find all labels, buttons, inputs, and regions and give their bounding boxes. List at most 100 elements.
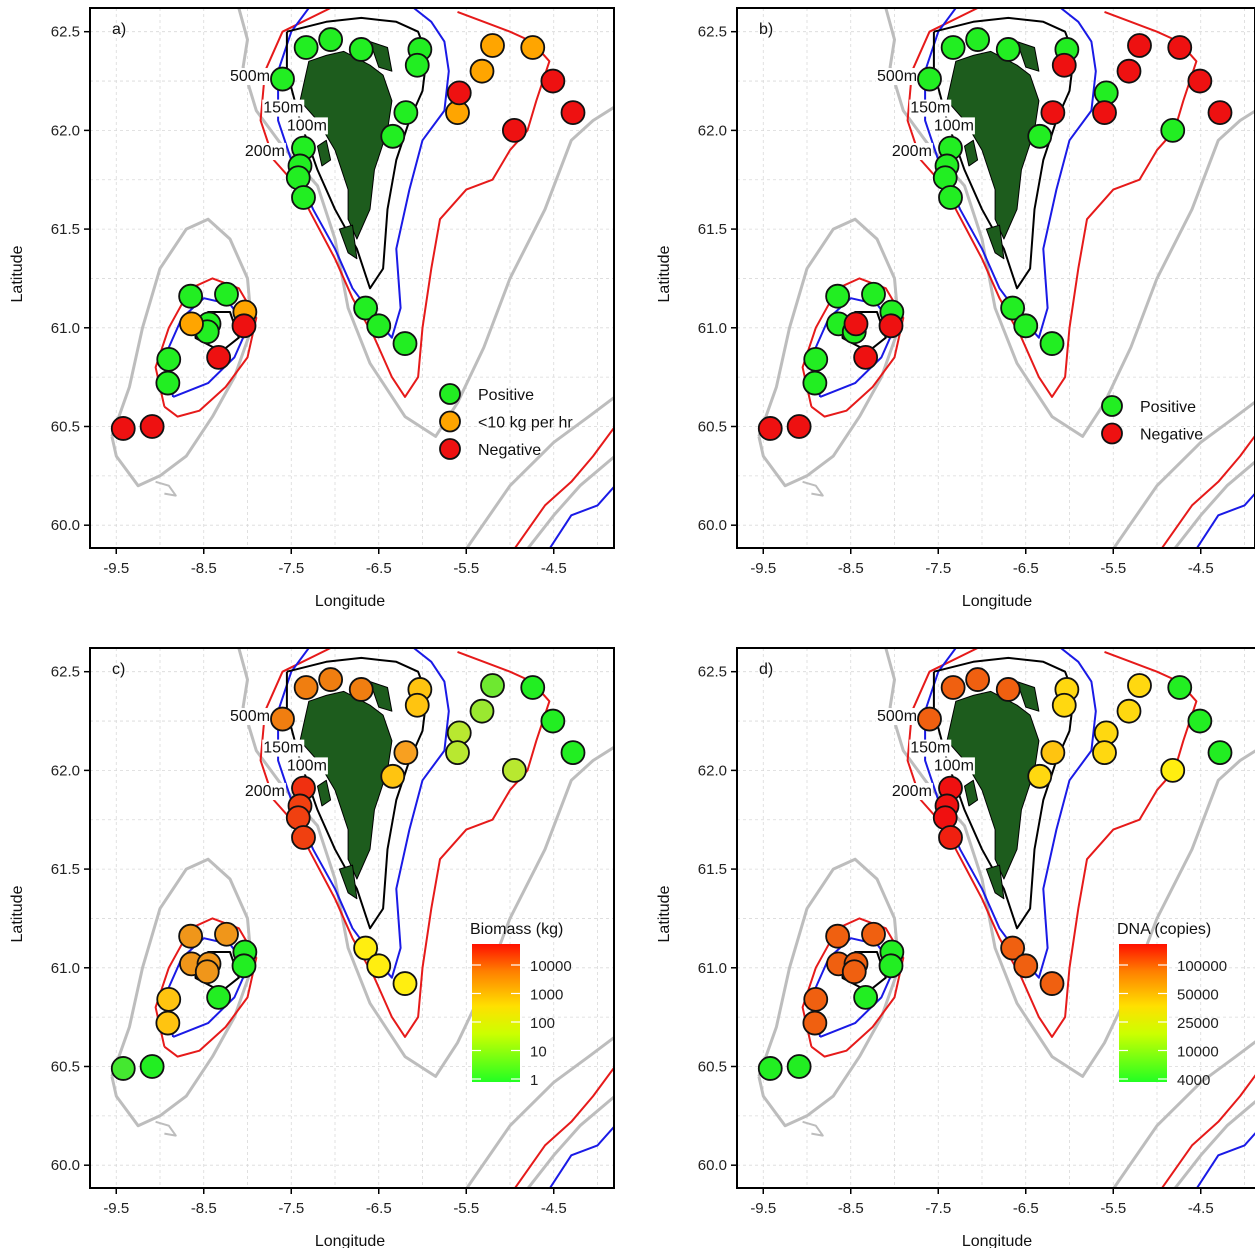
contour-c500-se: [1112, 400, 1255, 548]
plot-frame: [736, 647, 1255, 1189]
y-axis-title: Latitude: [656, 885, 673, 942]
sample-point: [861, 921, 886, 947]
contour-c100-main: [932, 16, 1075, 290]
contour-label: 100m: [934, 117, 974, 134]
contour-label-background: [285, 757, 328, 775]
sample-point: [520, 35, 546, 60]
panel-label: d): [759, 661, 773, 678]
contour-c150-main: [277, 648, 450, 979]
colorbar-label: 50000: [1177, 987, 1219, 1004]
sample-point: [1092, 100, 1117, 126]
contour-label-background: [229, 68, 272, 86]
contour-label: 100m: [934, 757, 974, 774]
y-tick-label: 61.0: [698, 960, 727, 977]
colorbar-label: 100: [530, 1015, 555, 1032]
sample-point: [156, 346, 182, 372]
sample-point: [293, 675, 319, 700]
sample-point: [1207, 740, 1233, 766]
y-tick-label: 61.5: [698, 861, 727, 878]
sample-point: [520, 675, 546, 700]
plot-frame: [89, 647, 615, 1189]
contour-label-background: [890, 143, 933, 161]
contour-label-background: [890, 783, 933, 801]
sample-point: [825, 923, 851, 949]
sample-point: [293, 35, 319, 60]
sample-point: [214, 921, 239, 947]
x-tick-label: -5.5: [453, 560, 479, 577]
x-tick-label: -4.5: [541, 1200, 567, 1217]
colorbar-label: 10000: [530, 958, 572, 975]
sample-point: [802, 370, 828, 396]
sample-point: [965, 667, 991, 692]
sample-point: [178, 923, 204, 949]
sample-point: [393, 100, 419, 126]
sample-point: [393, 740, 419, 766]
contour-c500-main: [237, 8, 614, 438]
x-tick-label: -8.5: [838, 560, 864, 577]
contour-label: 200m: [245, 783, 285, 800]
y-tick-label: 62.5: [51, 24, 80, 41]
x-tick-label: -9.5: [750, 1200, 776, 1217]
colorbar-label: 4000: [1177, 1072, 1210, 1089]
sample-point: [995, 37, 1021, 62]
sample-point: [802, 1010, 828, 1036]
colorbar-label: 1: [530, 1072, 538, 1089]
sample-point: [878, 313, 904, 339]
land-land-s1: [985, 864, 1005, 900]
y-tick-label: 60.5: [698, 418, 727, 435]
land-land-s2: [964, 779, 979, 807]
contour-c500-se2: [1173, 460, 1255, 548]
land-land-s2: [317, 779, 332, 807]
sample-point: [1027, 763, 1053, 789]
sample-point: [1187, 708, 1213, 734]
contour-label-background: [932, 757, 975, 775]
sample-point: [938, 185, 963, 210]
y-tick-label: 60.0: [51, 517, 80, 534]
x-tick-label: -6.5: [1013, 560, 1039, 577]
sample-point: [348, 37, 374, 62]
sample-point: [270, 706, 295, 732]
contour-c200-main: [906, 648, 1198, 1038]
contour-label: 500m: [230, 708, 270, 725]
y-tick-label: 61.0: [51, 320, 80, 337]
sample-point: [1039, 331, 1065, 356]
y-tick-label: 61.0: [51, 960, 80, 977]
contour-c100-main: [285, 656, 428, 930]
sample-point: [560, 740, 586, 766]
sample-point: [1187, 68, 1213, 94]
y-tick-label: 62.0: [698, 122, 727, 139]
sample-point: [540, 68, 566, 94]
sample-point: [446, 80, 472, 106]
sample-point: [1116, 698, 1142, 724]
contour-c150-main: [277, 8, 450, 339]
contour-label: 150m: [263, 100, 303, 117]
sample-point: [1167, 35, 1193, 60]
contour-c150-main: [924, 8, 1097, 339]
sample-point: [841, 959, 867, 985]
y-tick-label: 60.0: [51, 1157, 80, 1174]
colorbar: [472, 944, 520, 1082]
sample-point: [1051, 692, 1077, 718]
contour-c200-main: [259, 8, 551, 398]
land-land-s3: [369, 41, 393, 72]
contour-label-background: [229, 708, 272, 726]
sample-point: [1013, 953, 1039, 979]
sample-point: [1013, 313, 1039, 339]
y-tick-label: 60.5: [51, 1058, 80, 1075]
contour-label-background: [876, 708, 919, 726]
contour-label-background: [909, 99, 952, 117]
contour-c200-se: [513, 1066, 614, 1188]
land-land-s3: [1016, 681, 1040, 712]
x-tick-label: -5.5: [1100, 1200, 1126, 1217]
sample-point: [843, 311, 869, 337]
contour-island-sw: [802, 480, 824, 497]
sample-point: [480, 673, 505, 698]
sample-point: [803, 986, 829, 1012]
sample-point: [206, 984, 232, 1010]
x-axis-title: Longitude: [962, 1233, 1032, 1248]
sample-point: [291, 825, 316, 850]
y-tick-label: 61.0: [698, 320, 727, 337]
